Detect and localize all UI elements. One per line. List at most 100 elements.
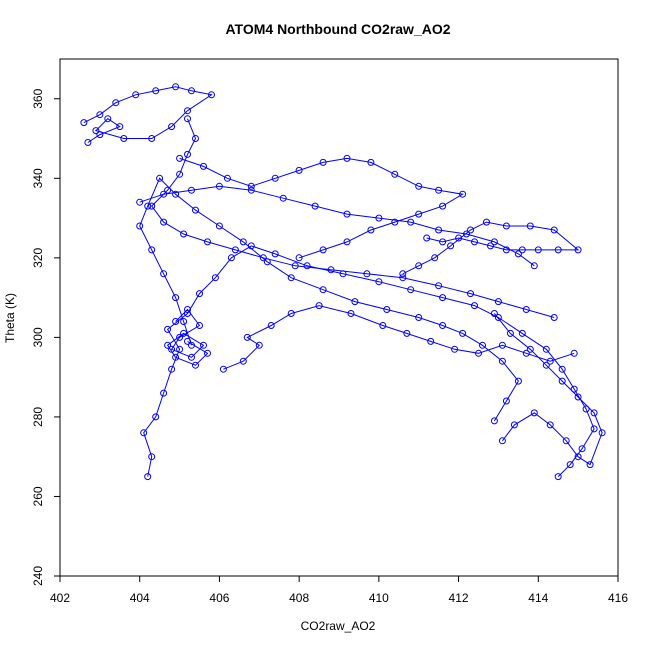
plot-area (80, 83, 606, 481)
data-point (459, 329, 467, 337)
data-point (96, 131, 104, 139)
data-point (427, 337, 435, 345)
data-point (176, 333, 184, 341)
x-tick-label: 414 (528, 591, 548, 605)
data-point (219, 365, 227, 373)
data-point (291, 262, 299, 270)
data-point (96, 111, 104, 119)
data-point (459, 190, 467, 198)
data-point (319, 286, 327, 294)
chart-title: ATOM4 Northbound CO2raw_AO2 (225, 21, 450, 37)
data-point (188, 353, 195, 361)
data-point (534, 246, 542, 254)
data-point (172, 353, 180, 361)
y-tick-label: 360 (31, 88, 45, 108)
data-point (104, 115, 112, 123)
data-point (518, 329, 526, 337)
data-point (136, 222, 144, 230)
data-point (379, 322, 387, 329)
data-point (514, 377, 522, 385)
data-point (200, 162, 207, 170)
x-tick-label: 416 (608, 591, 628, 605)
data-point (399, 270, 407, 278)
data-point (343, 210, 351, 218)
data-point (439, 202, 447, 210)
series-line (402, 221, 580, 275)
data-point (598, 429, 606, 437)
data-point (514, 250, 522, 258)
data-point (180, 329, 188, 337)
x-axis-label: CO2raw_AO2 (301, 619, 376, 633)
data-point (554, 473, 562, 481)
data-point (271, 250, 279, 258)
data-point (574, 453, 582, 461)
series-3 (80, 83, 215, 146)
data-point (208, 91, 215, 99)
data-point (188, 186, 195, 194)
data-point (144, 473, 152, 481)
data-point (319, 246, 327, 254)
data-point (574, 393, 582, 401)
data-point (188, 87, 195, 95)
data-point (215, 222, 223, 230)
data-point (196, 290, 203, 298)
data-point (160, 389, 168, 397)
series-4 (176, 154, 467, 262)
data-point (148, 246, 156, 254)
data-point (295, 166, 303, 174)
data-point (367, 226, 375, 234)
data-point (483, 218, 490, 226)
data-point (502, 397, 510, 405)
series-line (166, 308, 209, 366)
data-point (164, 325, 172, 333)
data-point (343, 238, 351, 246)
data-point (351, 298, 359, 306)
data-point (375, 278, 383, 286)
data-point (176, 154, 184, 162)
data-point (383, 306, 391, 313)
data-point (215, 182, 223, 190)
data-point (247, 186, 255, 194)
data-point (211, 274, 219, 282)
data-point (415, 182, 423, 190)
data-point (435, 282, 443, 290)
data-point (112, 99, 120, 107)
data-point (510, 421, 518, 429)
data-point (506, 329, 514, 337)
data-point (463, 230, 470, 238)
series-line (143, 245, 595, 477)
data-point (570, 349, 578, 357)
data-point (239, 238, 247, 246)
data-point (327, 266, 335, 274)
y-tick-label: 320 (31, 248, 45, 268)
data-point (554, 246, 562, 254)
data-point (200, 341, 207, 349)
data-point (180, 318, 188, 325)
data-point (303, 262, 311, 270)
data-point (522, 306, 530, 313)
x-tick-label: 410 (369, 591, 389, 605)
data-point (243, 333, 251, 341)
data-point (184, 107, 191, 115)
data-point (546, 421, 554, 429)
data-point (239, 357, 247, 365)
data-point (574, 246, 582, 254)
data-point (550, 226, 558, 234)
series-line (83, 86, 213, 143)
data-point (447, 242, 455, 250)
data-point (467, 226, 474, 234)
data-point (471, 302, 478, 310)
y-tick-label: 300 (31, 327, 45, 347)
data-point (494, 314, 502, 321)
data-point (247, 182, 255, 190)
data-point (168, 123, 176, 131)
data-point (287, 274, 295, 282)
data-point (439, 238, 447, 246)
series-line (139, 185, 535, 267)
x-tick-label: 402 (50, 591, 70, 605)
data-point (494, 298, 502, 306)
data-point (435, 186, 443, 194)
series-7 (490, 310, 606, 469)
